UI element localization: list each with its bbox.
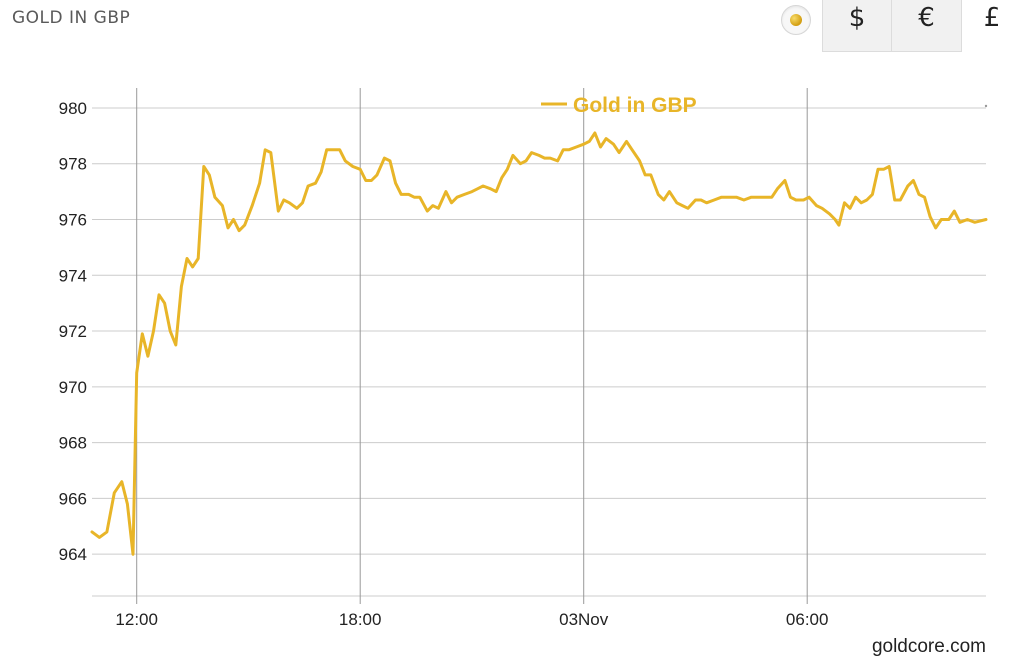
horizontal-gridlines bbox=[92, 104, 988, 597]
x-tick-label: 18:00 bbox=[339, 610, 382, 629]
x-axis-labels: 12:00 18:00 03Nov 06:00 bbox=[115, 610, 828, 629]
y-tick-label: 966 bbox=[59, 489, 87, 508]
series-line-gold-in-gbp bbox=[90, 131, 988, 556]
plot-corner-dot bbox=[984, 104, 988, 108]
y-axis-labels: 964 966 968 970 972 974 976 978 980 bbox=[59, 99, 87, 564]
y-tick-label: 972 bbox=[59, 322, 87, 341]
currency-tabs: $ € £ bbox=[822, 0, 1022, 52]
x-tick-label: 12:00 bbox=[115, 610, 158, 629]
x-tick-label: 06:00 bbox=[786, 610, 829, 629]
gold-toggle-button[interactable] bbox=[781, 5, 811, 35]
y-tick-label: 976 bbox=[59, 211, 87, 230]
series-group bbox=[90, 131, 988, 556]
currency-tab-usd[interactable]: $ bbox=[822, 0, 892, 52]
gold-dot-icon bbox=[790, 14, 802, 26]
watermark: goldcore.com bbox=[871, 636, 986, 657]
y-tick-label: 978 bbox=[59, 155, 87, 174]
currency-tab-gbp[interactable]: £ bbox=[962, 0, 1022, 52]
chart-legend[interactable]: Gold in GBP bbox=[541, 94, 697, 117]
y-tick-label: 964 bbox=[59, 545, 87, 564]
currency-tab-eur[interactable]: € bbox=[892, 0, 962, 52]
chart-header-title: GOLD IN GBP bbox=[12, 8, 131, 28]
y-tick-label: 980 bbox=[59, 99, 87, 118]
y-tick-label: 974 bbox=[59, 266, 87, 285]
x-tick-label: 03Nov bbox=[559, 610, 609, 629]
y-tick-label: 968 bbox=[59, 434, 87, 453]
legend-label[interactable]: Gold in GBP bbox=[573, 94, 697, 117]
y-tick-label: 970 bbox=[59, 378, 87, 397]
vertical-gridlines bbox=[136, 88, 808, 604]
